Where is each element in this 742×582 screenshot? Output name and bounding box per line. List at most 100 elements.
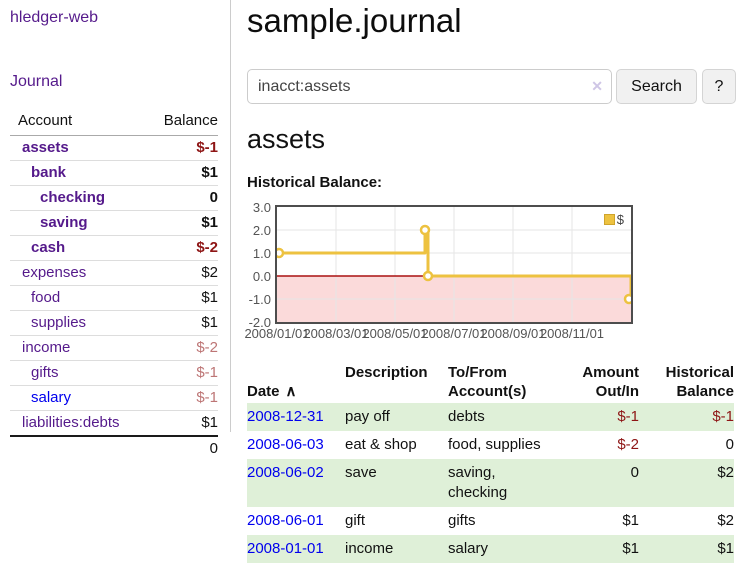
- sidebar-item-journal[interactable]: Journal: [10, 73, 63, 90]
- account-row: checking 0: [10, 185, 218, 211]
- account-row: cash $-2: [10, 235, 218, 261]
- accounts-header-balance: Balance: [149, 110, 218, 136]
- transaction-date-link[interactable]: 2008-01-01: [247, 540, 324, 557]
- account-link-expenses[interactable]: expenses: [22, 264, 87, 281]
- gridlines: [277, 207, 631, 322]
- account-balance: $2: [149, 260, 218, 286]
- transaction-date-link[interactable]: 2008-06-01: [247, 512, 324, 529]
- account-heading: assets: [247, 124, 326, 154]
- account-balance: $1: [149, 410, 218, 437]
- register-row: 2008-01-01 income salary $1 $1: [247, 535, 734, 563]
- transaction-date-link[interactable]: 2008-12-31: [247, 408, 324, 425]
- transaction-description: pay off: [345, 403, 448, 431]
- accounts-table: Account Balance assets $-1 bank $1 check…: [10, 110, 218, 461]
- transaction-date-link[interactable]: 2008-06-02: [247, 464, 324, 481]
- account-link-gifts[interactable]: gifts: [31, 364, 59, 381]
- account-balance: $-2: [149, 335, 218, 361]
- page-title: sample.journal: [247, 2, 462, 39]
- account-link-assets[interactable]: assets: [22, 139, 69, 156]
- transaction-balance: $-1: [639, 403, 734, 431]
- legend-label: $: [616, 212, 624, 227]
- account-row: supplies $1: [10, 310, 218, 336]
- y-tick: -2.0: [248, 315, 271, 330]
- account-row: gifts $-1: [10, 360, 218, 386]
- account-balance: 0: [149, 185, 218, 211]
- transaction-date-link[interactable]: 2008-06-03: [247, 436, 324, 453]
- x-tick: 2008/11/01: [539, 326, 605, 341]
- register-table: Date ∧ Description To/From Account(s) Amo…: [247, 361, 734, 563]
- register-header-description: Description: [345, 364, 428, 381]
- search-input[interactable]: [247, 69, 612, 104]
- account-link-income[interactable]: income: [22, 339, 71, 356]
- transaction-balance: $2: [639, 459, 734, 507]
- register-header-accounts: To/From Account(s): [448, 364, 527, 400]
- app-title-link[interactable]: hledger-web: [10, 9, 99, 26]
- transaction-balance: 0: [725, 436, 734, 453]
- chart-title: Historical Balance:: [247, 174, 383, 191]
- chart-plot-area[interactable]: $: [273, 205, 635, 324]
- account-row: bank $1: [10, 160, 218, 186]
- transaction-balance: $2: [717, 512, 734, 529]
- x-tick: 2008/07/01: [421, 326, 487, 341]
- register-header-date[interactable]: Date ∧: [247, 361, 345, 403]
- transaction-description: income: [345, 535, 448, 563]
- sort-ascending-icon: ∧: [285, 383, 297, 400]
- search-form: ✕ Search ?: [247, 69, 742, 104]
- date-header-label: Date: [247, 383, 280, 400]
- account-link-checking[interactable]: checking: [40, 189, 106, 206]
- clear-search-icon[interactable]: ✕: [591, 78, 603, 94]
- y-tick: 1.0: [252, 246, 271, 261]
- x-tick: 2008/03/01: [303, 326, 369, 341]
- account-balance: $1: [149, 310, 218, 336]
- sidebar: hledger-web Journal Account Balance asse…: [0, 0, 231, 457]
- account-row: expenses $2: [10, 260, 218, 286]
- account-row: income $-2: [10, 335, 218, 361]
- transaction-accounts: salary: [448, 535, 559, 563]
- account-balance: $-1: [149, 385, 218, 411]
- register-row: 2008-12-31 pay off debts $-1 $-1: [247, 403, 734, 431]
- transaction-description: save: [345, 459, 448, 507]
- account-balance: $1: [149, 210, 218, 236]
- search-button[interactable]: Search: [616, 69, 697, 104]
- register-row: 2008-06-02 save saving, checking 0 $2: [247, 459, 734, 507]
- transaction-amount: $-2: [617, 436, 639, 453]
- y-tick: -1.0: [248, 292, 271, 307]
- legend-swatch-icon: [603, 214, 615, 225]
- account-balance: $-2: [149, 235, 218, 261]
- transaction-amount: $1: [559, 535, 639, 563]
- transaction-description: gift: [345, 512, 366, 529]
- transaction-description: eat & shop: [345, 436, 417, 453]
- y-tick: 3.0: [252, 200, 271, 215]
- balance-chart: 3.0 2.0 1.0 0.0 -1.0 -2.0: [244, 201, 742, 345]
- x-tick: 2008/01/01: [244, 326, 310, 341]
- account-balance: $1: [149, 285, 218, 311]
- account-link-cash[interactable]: cash: [31, 239, 66, 256]
- account-link-food[interactable]: food: [31, 289, 61, 306]
- account-row: saving $1: [10, 210, 218, 236]
- transaction-accounts: gifts: [448, 512, 476, 529]
- register-header-balance: Historical Balance: [665, 364, 734, 400]
- register-row: 2008-06-03 eat & shop food, supplies $-2…: [247, 431, 734, 459]
- register-header-row: Date ∧ Description To/From Account(s) Amo…: [247, 361, 734, 403]
- account-link-bank[interactable]: bank: [31, 164, 67, 181]
- x-tick: 2008/09/01: [480, 326, 546, 341]
- account-row: salary $-1: [10, 385, 218, 411]
- account-link-supplies[interactable]: supplies: [31, 314, 87, 331]
- accounts-header-row: Account Balance: [10, 110, 218, 136]
- account-link-salary[interactable]: salary: [31, 389, 72, 406]
- x-tick: 2008/05/01: [362, 326, 428, 341]
- chart-canvas: [273, 207, 635, 322]
- register-row: 2008-06-01 gift gifts $1 $2: [247, 507, 734, 535]
- account-link-liabilities-debts[interactable]: liabilities:debts: [22, 414, 120, 431]
- y-tick: 0.0: [252, 269, 271, 284]
- transaction-amount: 0: [559, 459, 639, 507]
- transaction-accounts: food, supplies: [448, 436, 541, 453]
- account-link-saving[interactable]: saving: [40, 214, 88, 231]
- help-button[interactable]: ?: [702, 69, 736, 104]
- transaction-accounts: debts: [448, 403, 559, 431]
- account-balance: $-1: [149, 360, 218, 386]
- accounts-total: 0: [209, 440, 218, 457]
- account-row: food $1: [10, 285, 218, 311]
- account-row: liabilities:debts $1: [10, 410, 218, 437]
